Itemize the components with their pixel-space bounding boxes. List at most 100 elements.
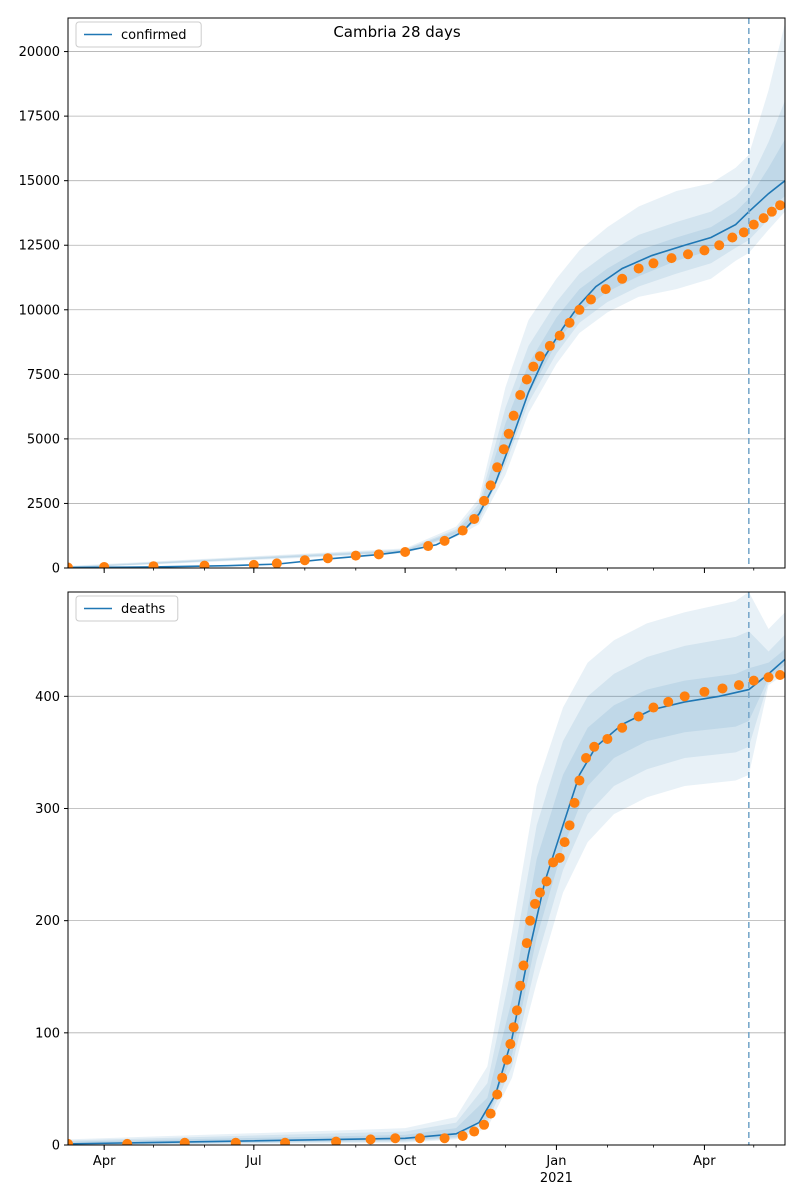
- observed-point: [574, 304, 585, 315]
- observed-point: [766, 206, 777, 217]
- observed-point: [485, 480, 496, 491]
- y-tick-label: 10000: [19, 303, 60, 318]
- observed-point: [68, 1138, 73, 1145]
- observed-point: [541, 876, 552, 887]
- observed-point: [763, 672, 774, 683]
- observed-point: [479, 1119, 490, 1130]
- y-tick-label: 200: [35, 914, 60, 929]
- observed-point: [581, 753, 592, 764]
- observed-series: [68, 670, 785, 1145]
- y-axis: 0 2500 5000 7500 10000 12500 15000 17500 20000: [19, 45, 68, 577]
- legend: deaths: [75, 595, 179, 622]
- observed-point: [748, 675, 759, 686]
- observed-point: [738, 227, 749, 238]
- observed-point: [322, 553, 333, 564]
- observed-point: [569, 797, 580, 808]
- y-axis: 0 100 200 300 400: [35, 690, 68, 1154]
- plot-frame: [67, 17, 786, 569]
- observed-point: [390, 1133, 401, 1144]
- y-tick-label: 0: [52, 1139, 60, 1154]
- observed-point: [530, 898, 541, 909]
- observed-point: [602, 733, 613, 744]
- x-tick-label: Oct: [394, 1154, 416, 1169]
- x-tick-label: Jan: [545, 1154, 566, 1169]
- observed-point: [528, 361, 539, 372]
- observed-point: [574, 775, 585, 786]
- observed-point: [733, 680, 744, 691]
- deaths-panel: 0 100 200 300 400 Apr Jul Oct Jan Apr 2021 deaths: [35, 591, 786, 1186]
- legend-label: deaths: [121, 602, 166, 617]
- observed-point: [633, 263, 644, 274]
- observed-point: [99, 561, 110, 568]
- observed-point: [373, 549, 384, 560]
- y-tick-label: 100: [35, 1026, 60, 1041]
- observed-point: [503, 428, 514, 439]
- observed-point: [511, 1005, 522, 1016]
- observed-point: [423, 541, 434, 552]
- confidence-band-outer: [68, 592, 785, 1145]
- observed-point: [508, 410, 519, 421]
- observed-point: [564, 317, 575, 328]
- observed-point: [122, 1138, 133, 1145]
- observed-point: [585, 294, 596, 305]
- observed-point: [248, 559, 259, 568]
- observed-series: [68, 200, 785, 568]
- observed-point: [663, 696, 674, 707]
- observed-point: [554, 852, 565, 863]
- observed-point: [518, 960, 529, 971]
- observed-point: [554, 330, 565, 341]
- observed-point: [775, 670, 785, 681]
- observed-point: [179, 1137, 190, 1145]
- observed-point: [350, 550, 361, 561]
- observed-point: [230, 1137, 241, 1145]
- observed-point: [525, 915, 536, 926]
- observed-point: [479, 495, 490, 506]
- observed-point: [679, 691, 690, 702]
- observed-point: [492, 1089, 503, 1100]
- x-tick-label: Apr: [693, 1154, 716, 1169]
- observed-point: [414, 1133, 425, 1144]
- observed-point: [199, 560, 210, 568]
- observed-point: [280, 1137, 291, 1145]
- x-year-label: 2021: [540, 1171, 573, 1186]
- observed-point: [148, 561, 159, 568]
- y-tick-label: 0: [52, 562, 60, 577]
- y-tick-label: 400: [35, 690, 60, 705]
- y-tick-label: 300: [35, 802, 60, 817]
- observed-point: [439, 1133, 450, 1144]
- observed-point: [727, 232, 738, 243]
- observed-point: [682, 249, 693, 260]
- legend-box: [75, 21, 202, 48]
- x-tick-label: Jul: [245, 1154, 262, 1169]
- observed-point: [534, 887, 545, 898]
- observed-point: [559, 837, 570, 848]
- observed-point: [775, 200, 785, 211]
- y-tick-label: 12500: [19, 239, 60, 254]
- legend-box: [75, 595, 179, 622]
- observed-point: [600, 284, 611, 295]
- observed-point: [299, 555, 310, 566]
- y-tick-label: 15000: [19, 174, 60, 189]
- plot-frame: [67, 591, 786, 1146]
- observed-point: [633, 711, 644, 722]
- observed-point: [699, 245, 710, 256]
- observed-point: [469, 513, 480, 524]
- observed-point: [457, 1131, 468, 1142]
- observed-point: [617, 722, 628, 733]
- y-tick-label: 17500: [19, 110, 60, 125]
- observed-point: [515, 389, 526, 400]
- observed-point: [564, 820, 575, 831]
- legend: confirmed: [75, 21, 202, 48]
- observed-point: [534, 351, 545, 362]
- x-tick-label: Apr: [93, 1154, 116, 1169]
- observed-point: [617, 273, 628, 284]
- observed-point: [271, 558, 282, 568]
- y-tick-label: 2500: [27, 497, 60, 512]
- y-tick-label: 20000: [19, 45, 60, 60]
- confidence-band-outer: [68, 23, 785, 568]
- observed-point: [498, 444, 509, 455]
- observed-point: [758, 213, 769, 224]
- observed-point: [699, 686, 710, 697]
- confidence-band-middle: [68, 631, 785, 1145]
